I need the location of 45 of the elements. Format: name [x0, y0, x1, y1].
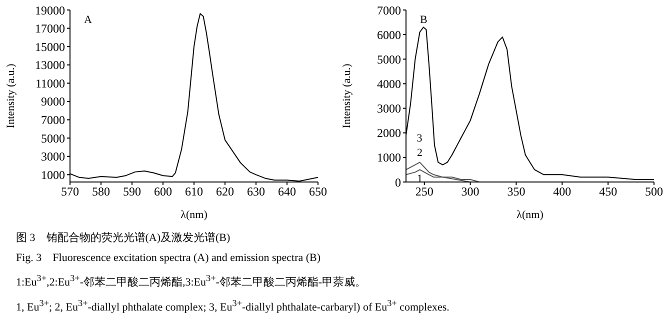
x-axis-title: λ(nm) [180, 209, 208, 221]
series-label: 2 [417, 146, 423, 159]
x-tick-label: 590 [123, 184, 141, 199]
x-tick-label: 350 [507, 184, 526, 199]
y-tick-label: 9000 [41, 94, 65, 109]
y-tick-label: 7000 [41, 113, 65, 128]
x-tick-label: 610 [185, 184, 203, 199]
y-tick-label: 17000 [35, 22, 65, 36]
y-tick-label: 13000 [35, 58, 65, 72]
series-label: 3 [416, 132, 423, 145]
y-tick-label: 6000 [377, 28, 401, 42]
y-tick-label: 19000 [35, 3, 65, 18]
y-tick-label: 11000 [35, 76, 65, 90]
y-axis-title: Intensity (a.u.) [4, 63, 17, 128]
text: 1:Eu$^{3+}$,2:Eu$^{3+}$-邻苯二甲酸二丙烯酯,3:Eu$^{3+}$-邻苯二甲酸二丙烯酯-甲萘威。 [16, 272, 368, 291]
x-tick-label: 450 [599, 184, 618, 199]
x-tick-label: 650 [309, 184, 327, 199]
annotation: B [420, 14, 428, 26]
x-tick-label: 600 [154, 184, 172, 199]
y-tick-label: 5000 [377, 52, 401, 66]
y-tick-label: 3000 [377, 102, 401, 116]
x-axis-title: λ(nm) [516, 209, 544, 221]
y-tick-label: 7000 [377, 3, 401, 18]
caption: 图 3 铕配合物的荧光光谱(A)及激发光谱(B) [16, 230, 232, 246]
x-tick-label: 400 [553, 184, 572, 199]
x-tick-label: 620 [216, 184, 234, 199]
y-tick-label: 0 [395, 175, 401, 190]
y-tick-label: 1000 [377, 150, 401, 165]
caption: Fig. 3 Fluorescence excitation spectra (A) and emission spectra (B) [16, 251, 322, 266]
y-tick-label: 5000 [41, 131, 65, 146]
x-tick-label: 250 [415, 184, 434, 199]
y-tick-label: 4000 [377, 76, 401, 91]
text: 1, Eu$^{3+}$; 2, Eu$^{3+}$-diallyl phthalate complex; 3, Eu$^{3+}$-diallyl phthalate-carbaryl) of Eu$^{3+}$ complexes. [16, 298, 450, 314]
annotation: A [84, 14, 92, 26]
x-tick-label: 500 [645, 184, 663, 199]
x-tick-label: 300 [461, 184, 480, 199]
x-tick-label: 580 [92, 184, 110, 199]
y-tick-label: 15000 [35, 40, 65, 54]
x-tick-label: 640 [278, 184, 296, 199]
y-tick-label: 2000 [377, 126, 401, 140]
y-tick-label: 1000 [41, 168, 65, 182]
y-axis-title: Intensity (a.u.) [340, 63, 353, 128]
x-tick-label: 630 [247, 184, 265, 199]
y-tick-label: 3000 [41, 150, 65, 164]
x-tick-label: 570 [61, 184, 79, 199]
